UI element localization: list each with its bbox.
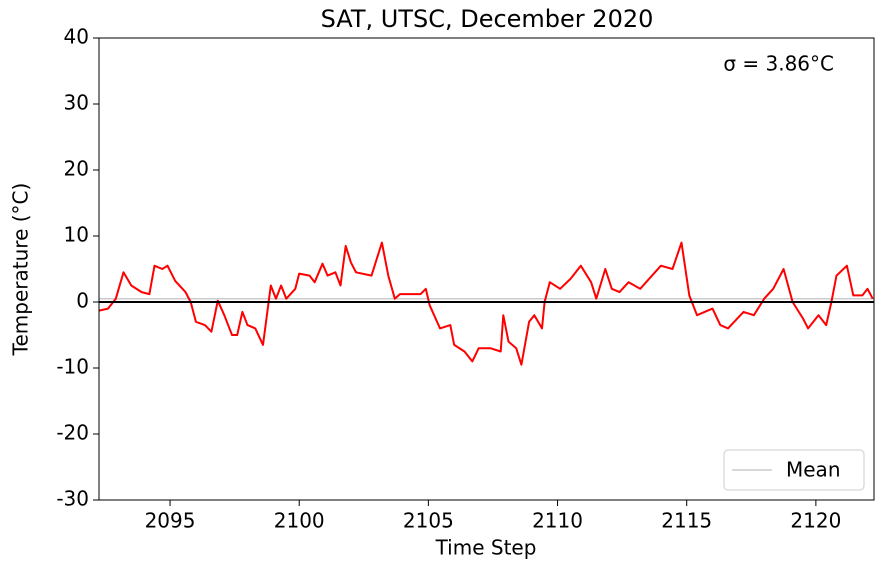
x-tick-label: 2100 <box>274 509 325 533</box>
plot-frame <box>98 37 875 501</box>
legend-box <box>723 449 865 491</box>
y-tick-label: -20 <box>56 421 89 445</box>
annotation: σ = 3.86°C <box>723 52 834 76</box>
x-tick-label: 2115 <box>661 509 712 533</box>
x-axis-label: Time Step <box>435 536 537 560</box>
x-tick-label: 2095 <box>145 509 196 533</box>
y-tick-label: -10 <box>56 355 89 379</box>
x-tick-label: 2105 <box>403 509 454 533</box>
chart-title: SAT, UTSC, December 2020 <box>321 5 654 33</box>
temperature-line <box>98 241 874 366</box>
y-tick-label: 20 <box>64 157 89 181</box>
y-tick-label: 10 <box>64 223 89 247</box>
y-tick-label: -30 <box>56 487 89 511</box>
x-tick-label: 2120 <box>790 509 841 533</box>
y-tick-label: 30 <box>64 91 89 115</box>
y-tick-label: 0 <box>76 289 89 313</box>
y-tick-label: 40 <box>64 25 89 49</box>
x-tick-label: 2110 <box>532 509 583 533</box>
legend-label: Mean <box>786 458 841 482</box>
y-axis-label: Temperature (°C) <box>9 183 33 357</box>
